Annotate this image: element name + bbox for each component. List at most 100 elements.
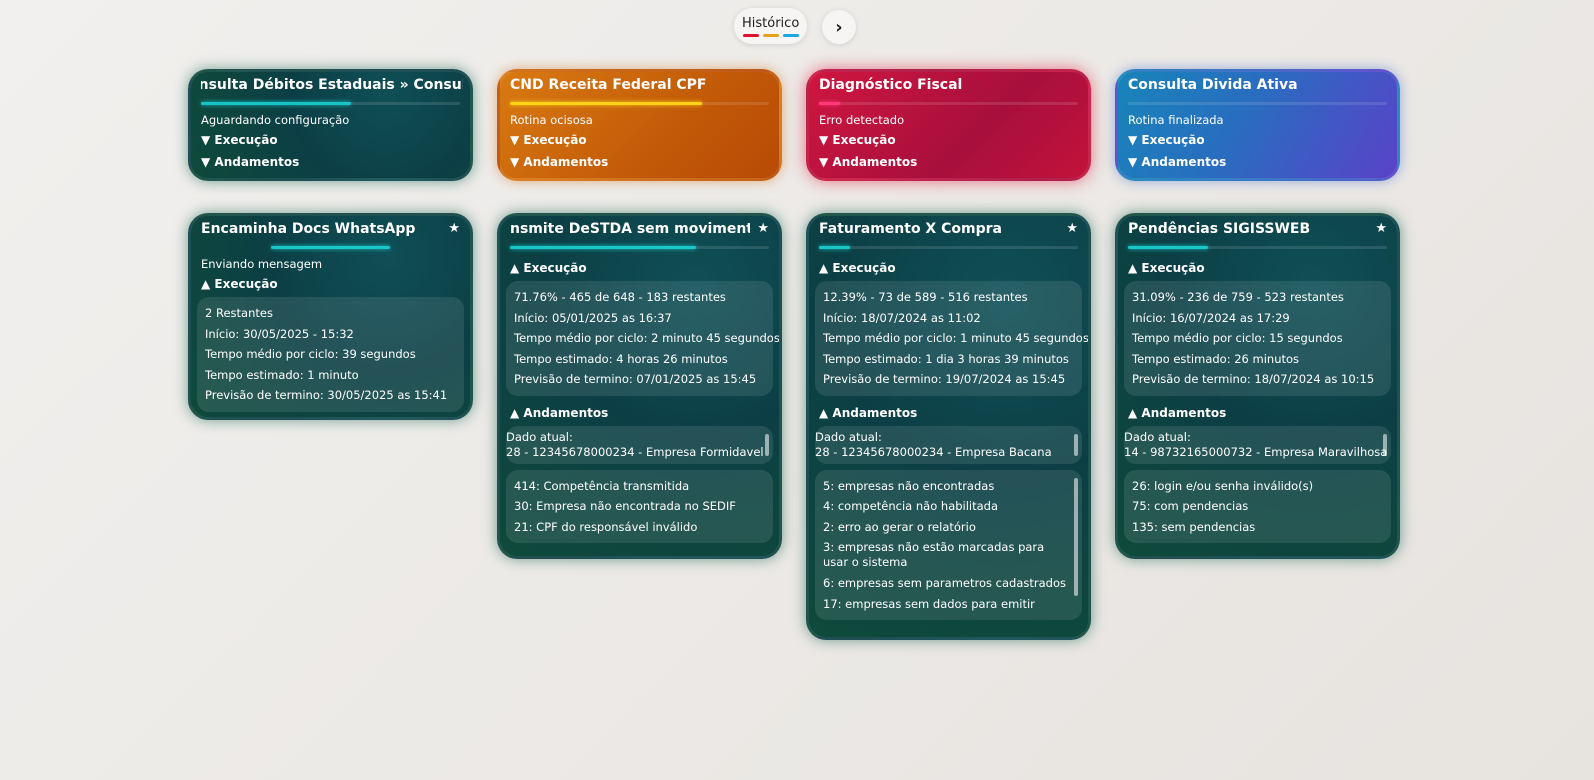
progress-bar (510, 102, 769, 105)
routine-card-divida-ativa[interactable]: Consulta Divida Ativa Rotina finalizada … (1115, 69, 1400, 181)
execucao-line: Tempo estimado: 1 minuto (205, 367, 359, 382)
execucao-toggle[interactable]: ▲ Execução (819, 261, 896, 275)
status-text: Erro detectado (819, 113, 905, 127)
progress-bar (819, 246, 1078, 249)
andamento-item: 6: empresas sem parametros cadastrados (823, 576, 1066, 590)
execucao-line: Tempo estimado: 26 minutos (1132, 351, 1300, 366)
scrollbar[interactable] (1383, 433, 1387, 456)
routine-card-cnd-receita[interactable]: CND Receita Federal CPF Rotina ocisosa ▼… (497, 69, 782, 181)
dado-atual-value: 14 - 98732165000732 - Empresa Maravilhos… (1124, 444, 1388, 459)
dado-atual-panel[interactable]: Dado atual: 28 - 12345678000234 - Empres… (815, 425, 1082, 464)
execucao-line: Tempo estimado: 1 dia 3 horas 39 minutos (823, 351, 1069, 366)
andamentos-panel: 414: Competência transmitida 30: Empresa… (506, 469, 773, 543)
progress-bar (819, 102, 1078, 105)
dado-atual-panel[interactable]: Dado atual: 14 - 98732165000732 - Empres… (1124, 425, 1391, 464)
execucao-toggle[interactable]: ▼ Execução (819, 133, 896, 147)
routine-card-consulta-debitos[interactable]: onsulta Débitos Estaduais » Consul Aguar… (188, 69, 473, 181)
card-title: Encaminha Docs WhatsApp (201, 221, 416, 237)
execucao-line: Previsão de termino: 18/07/2024 as 10:15 (1132, 372, 1375, 386)
andamento-item: 4: competência não habilitada (823, 499, 999, 513)
routine-card-pendencias-sigissweb[interactable]: Pendências SIGISSWEB ★ ▲ Execução 31.09%… (1115, 213, 1400, 559)
status-text: Enviando mensagem (201, 257, 323, 271)
status-text: Rotina ocisosa (510, 113, 593, 127)
card-header: Pendências SIGISSWEB ★ (1118, 216, 1397, 246)
execucao-toggle[interactable]: ▼ Execução (510, 133, 587, 147)
dado-atual-label: Dado atual: (1124, 429, 1191, 444)
andamento-item: 30: Empresa não encontrada no SEDIF (514, 499, 736, 513)
dado-atual-panel[interactable]: Dado atual: 28 - 12345678000234 - Empres… (506, 425, 773, 464)
execucao-toggle[interactable]: ▼ Execução (201, 133, 278, 147)
card-header: nsmite DeSTDA sem movimento ★ (500, 216, 779, 246)
next-button[interactable]: › (822, 10, 856, 44)
historico-color-legend (742, 33, 799, 37)
top-bar: Histórico › (0, 8, 1594, 52)
star-icon[interactable]: ★ (757, 221, 769, 236)
star-icon[interactable]: ★ (448, 221, 460, 236)
status-text: Rotina finalizada (1128, 113, 1224, 127)
andamento-item: 75: com pendencias (1132, 499, 1249, 513)
card-title: Diagnóstico Fiscal (819, 77, 963, 93)
execucao-toggle[interactable]: ▲ Execução (510, 261, 587, 275)
execucao-panel: 12.39% - 73 de 589 - 516 restantes Iníci… (815, 281, 1089, 396)
andamentos-toggle[interactable]: ▼ Andamentos (510, 155, 609, 169)
progress-bar (1128, 102, 1387, 105)
execucao-line: 2 Restantes (205, 306, 273, 320)
dado-atual-value: 28 - 12345678000234 - Empresa Formidavel (506, 444, 764, 459)
historico-color-yellow (762, 33, 779, 37)
routine-card-transmite-destda[interactable]: nsmite DeSTDA sem movimento ★ ▲ Execução… (497, 213, 782, 559)
execucao-line: Tempo médio por ciclo: 1 minuto 45 segun… (823, 331, 1089, 345)
andamentos-toggle[interactable]: ▲ Andamentos (510, 405, 609, 420)
card-title: Consulta Divida Ativa (1128, 77, 1298, 93)
execucao-panel: 71.76% - 465 de 648 - 183 restantes Iníc… (506, 281, 779, 396)
andamento-item: 414: Competência transmitida (514, 478, 690, 493)
execucao-line: Início: 18/07/2024 as 11:02 (823, 310, 981, 325)
andamentos-toggle[interactable]: ▲ Andamentos (1128, 405, 1227, 420)
andamento-item: 21: CPF do responsável inválido (514, 519, 698, 534)
execucao-line: 12.39% - 73 de 589 - 516 restantes (823, 290, 1028, 304)
execucao-panel: 2 Restantes Início: 30/05/2025 - 15:32 T… (197, 297, 464, 412)
card-title-marquee: onsulta Débitos Estaduais » Consul (201, 77, 463, 93)
historico-color-red (742, 33, 759, 37)
execucao-line: Previsão de termino: 19/07/2024 as 15:45 (823, 372, 1066, 386)
card-header: Encaminha Docs WhatsApp ★ (191, 216, 470, 246)
card-title: Pendências SIGISSWEB (1128, 221, 1311, 237)
star-icon[interactable]: ★ (1066, 221, 1078, 236)
chevron-right-icon: › (835, 16, 843, 38)
andamentos-panel[interactable]: 5: empresas não encontradas 4: competênc… (815, 469, 1082, 620)
card-header: Diagnóstico Fiscal (809, 72, 1088, 102)
andamento-item: 3: empresas não estão marcadas para usar… (823, 540, 1045, 569)
historico-button[interactable]: Histórico (734, 8, 808, 44)
andamentos-toggle[interactable]: ▲ Andamentos (819, 405, 918, 420)
scrollbar[interactable] (1074, 477, 1078, 596)
routine-card-faturamento-compra[interactable]: Faturamento X Compra ★ ▲ Execução 12.39%… (806, 213, 1091, 640)
andamentos-toggle[interactable]: ▼ Andamentos (1128, 155, 1227, 169)
execucao-line: Previsão de termino: 30/05/2025 as 15:41 (205, 388, 448, 402)
progress-bar (201, 102, 460, 105)
star-icon[interactable]: ★ (1375, 221, 1387, 236)
execucao-line: 31.09% - 236 de 759 - 523 restantes (1132, 290, 1344, 304)
card-header: onsulta Débitos Estaduais » Consul (191, 72, 470, 102)
execucao-line: Tempo médio por ciclo: 39 segundos (205, 347, 416, 361)
routine-card-diagnostico-fiscal[interactable]: Diagnóstico Fiscal Erro detectado ▼ Exec… (806, 69, 1091, 181)
andamentos-toggle[interactable]: ▼ Andamentos (819, 155, 918, 169)
execucao-toggle[interactable]: ▲ Execução (201, 277, 278, 291)
card-title: CND Receita Federal CPF (510, 77, 707, 93)
card-header: CND Receita Federal CPF (500, 72, 779, 102)
card-title-marquee: nsmite DeSTDA sem movimento (510, 221, 750, 237)
andamento-item: 135: sem pendencias (1132, 519, 1256, 534)
execucao-panel: 31.09% - 236 de 759 - 523 restantes Iníc… (1124, 281, 1391, 396)
scrollbar[interactable] (765, 433, 769, 456)
andamentos-panel: 26: login e/ou senha inválido(s) 75: com… (1124, 469, 1391, 543)
execucao-toggle[interactable]: ▼ Execução (1128, 133, 1205, 147)
routine-card-encaminha-docs[interactable]: Encaminha Docs WhatsApp ★ Enviando mensa… (188, 213, 473, 420)
progress-bar (1128, 246, 1387, 249)
andamentos-toggle[interactable]: ▼ Andamentos (201, 155, 300, 169)
andamento-item: 2: erro ao gerar o relatório (823, 519, 976, 534)
historico-label: Histórico (742, 15, 800, 31)
execucao-toggle[interactable]: ▲ Execução (1128, 261, 1205, 275)
execucao-line: Previsão de termino: 07/01/2025 as 15:45 (514, 372, 757, 386)
historico-color-blue (782, 33, 799, 37)
scrollbar[interactable] (1074, 433, 1078, 456)
execucao-line: Início: 16/07/2024 as 17:29 (1132, 310, 1290, 325)
dado-atual-value: 28 - 12345678000234 - Empresa Bacana (815, 444, 1052, 459)
